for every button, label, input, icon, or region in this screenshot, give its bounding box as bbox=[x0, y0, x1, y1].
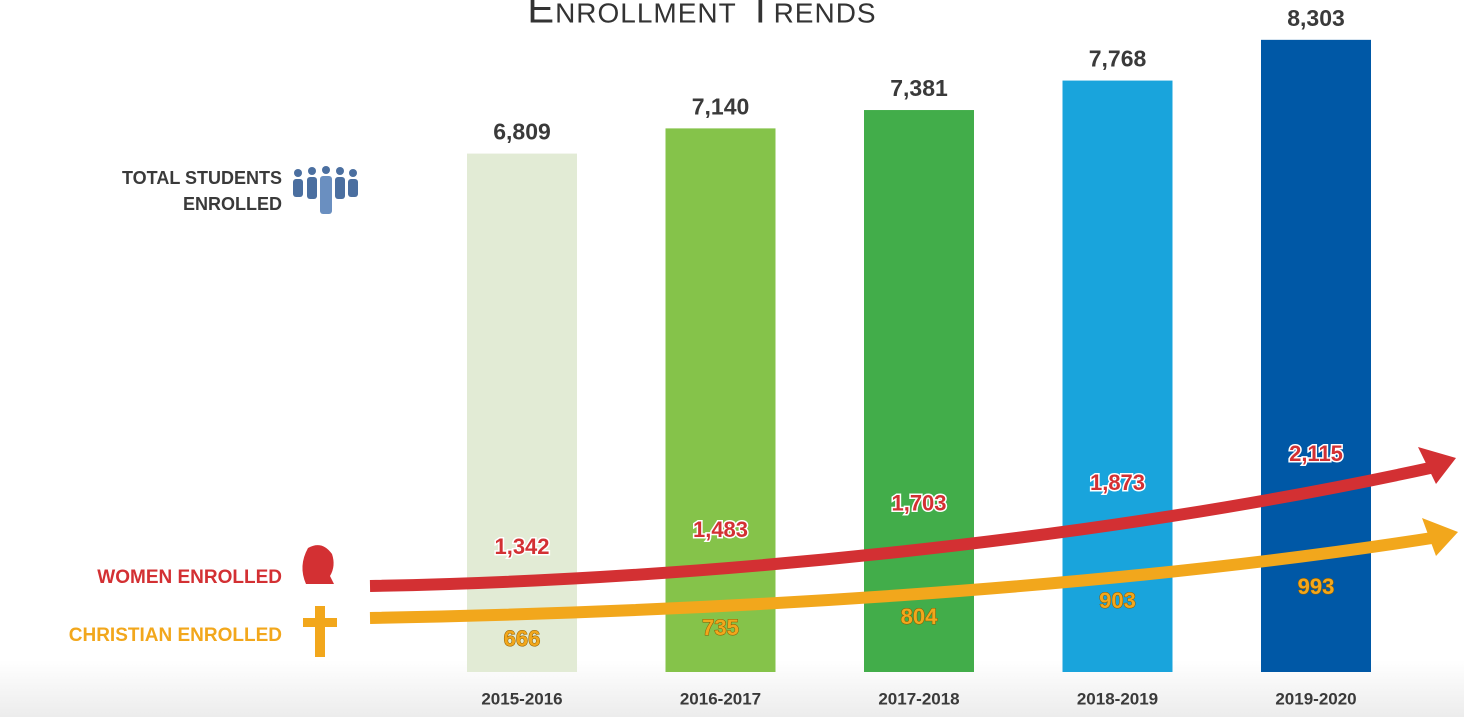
bar bbox=[864, 110, 974, 673]
total-label-box: TOTAL STUDENTS ENROLLED bbox=[121, 168, 282, 214]
bar-value-label: 7,381 bbox=[890, 75, 948, 101]
women-value-label: 2,115 bbox=[1289, 441, 1343, 466]
total-label: TOTAL STUDENTS ENROLLED bbox=[121, 168, 282, 214]
x-tick-label: 2016-2017 bbox=[680, 689, 761, 708]
women-value-label: 1,483 bbox=[693, 517, 748, 542]
women-arrowhead bbox=[1418, 447, 1456, 484]
bar-value-label: 7,140 bbox=[692, 93, 750, 119]
christian-value-label: 666 bbox=[504, 626, 541, 651]
bar-value-label: 8,303 bbox=[1287, 5, 1345, 31]
x-tick-label: 2019-2020 bbox=[1275, 689, 1356, 708]
bar-value-label: 7,768 bbox=[1089, 46, 1147, 72]
cross-icon bbox=[303, 606, 337, 657]
christian-value-label: 903 bbox=[1099, 588, 1136, 613]
women-value-label: 1,342 bbox=[494, 534, 549, 559]
christian-arrow bbox=[369, 532, 1433, 624]
bar-value-label: 6,809 bbox=[493, 119, 551, 145]
chart-title: Enrollment Trends bbox=[527, 0, 876, 32]
christian-value-label: 735 bbox=[702, 615, 739, 640]
christian-value-label: 993 bbox=[1298, 574, 1335, 599]
bar bbox=[467, 153, 577, 672]
bar bbox=[665, 128, 776, 673]
christian-label: CHRISTIAN ENROLLED bbox=[69, 625, 282, 646]
christian-arrowhead bbox=[1422, 518, 1458, 556]
bar bbox=[1261, 39, 1371, 672]
x-tick-label: 2017-2018 bbox=[878, 689, 959, 708]
women-arrow bbox=[369, 462, 1432, 592]
x-tick-label: 2015-2016 bbox=[481, 689, 562, 708]
x-tick-label: 2018-2019 bbox=[1077, 689, 1158, 708]
women-value-label: 1,873 bbox=[1090, 470, 1145, 495]
christian-value-label: 804 bbox=[901, 604, 938, 629]
people-icon bbox=[293, 166, 358, 214]
woman-icon bbox=[302, 545, 334, 584]
women-label: WOMEN ENROLLED bbox=[97, 567, 282, 588]
women-value-label: 1,703 bbox=[891, 490, 946, 515]
